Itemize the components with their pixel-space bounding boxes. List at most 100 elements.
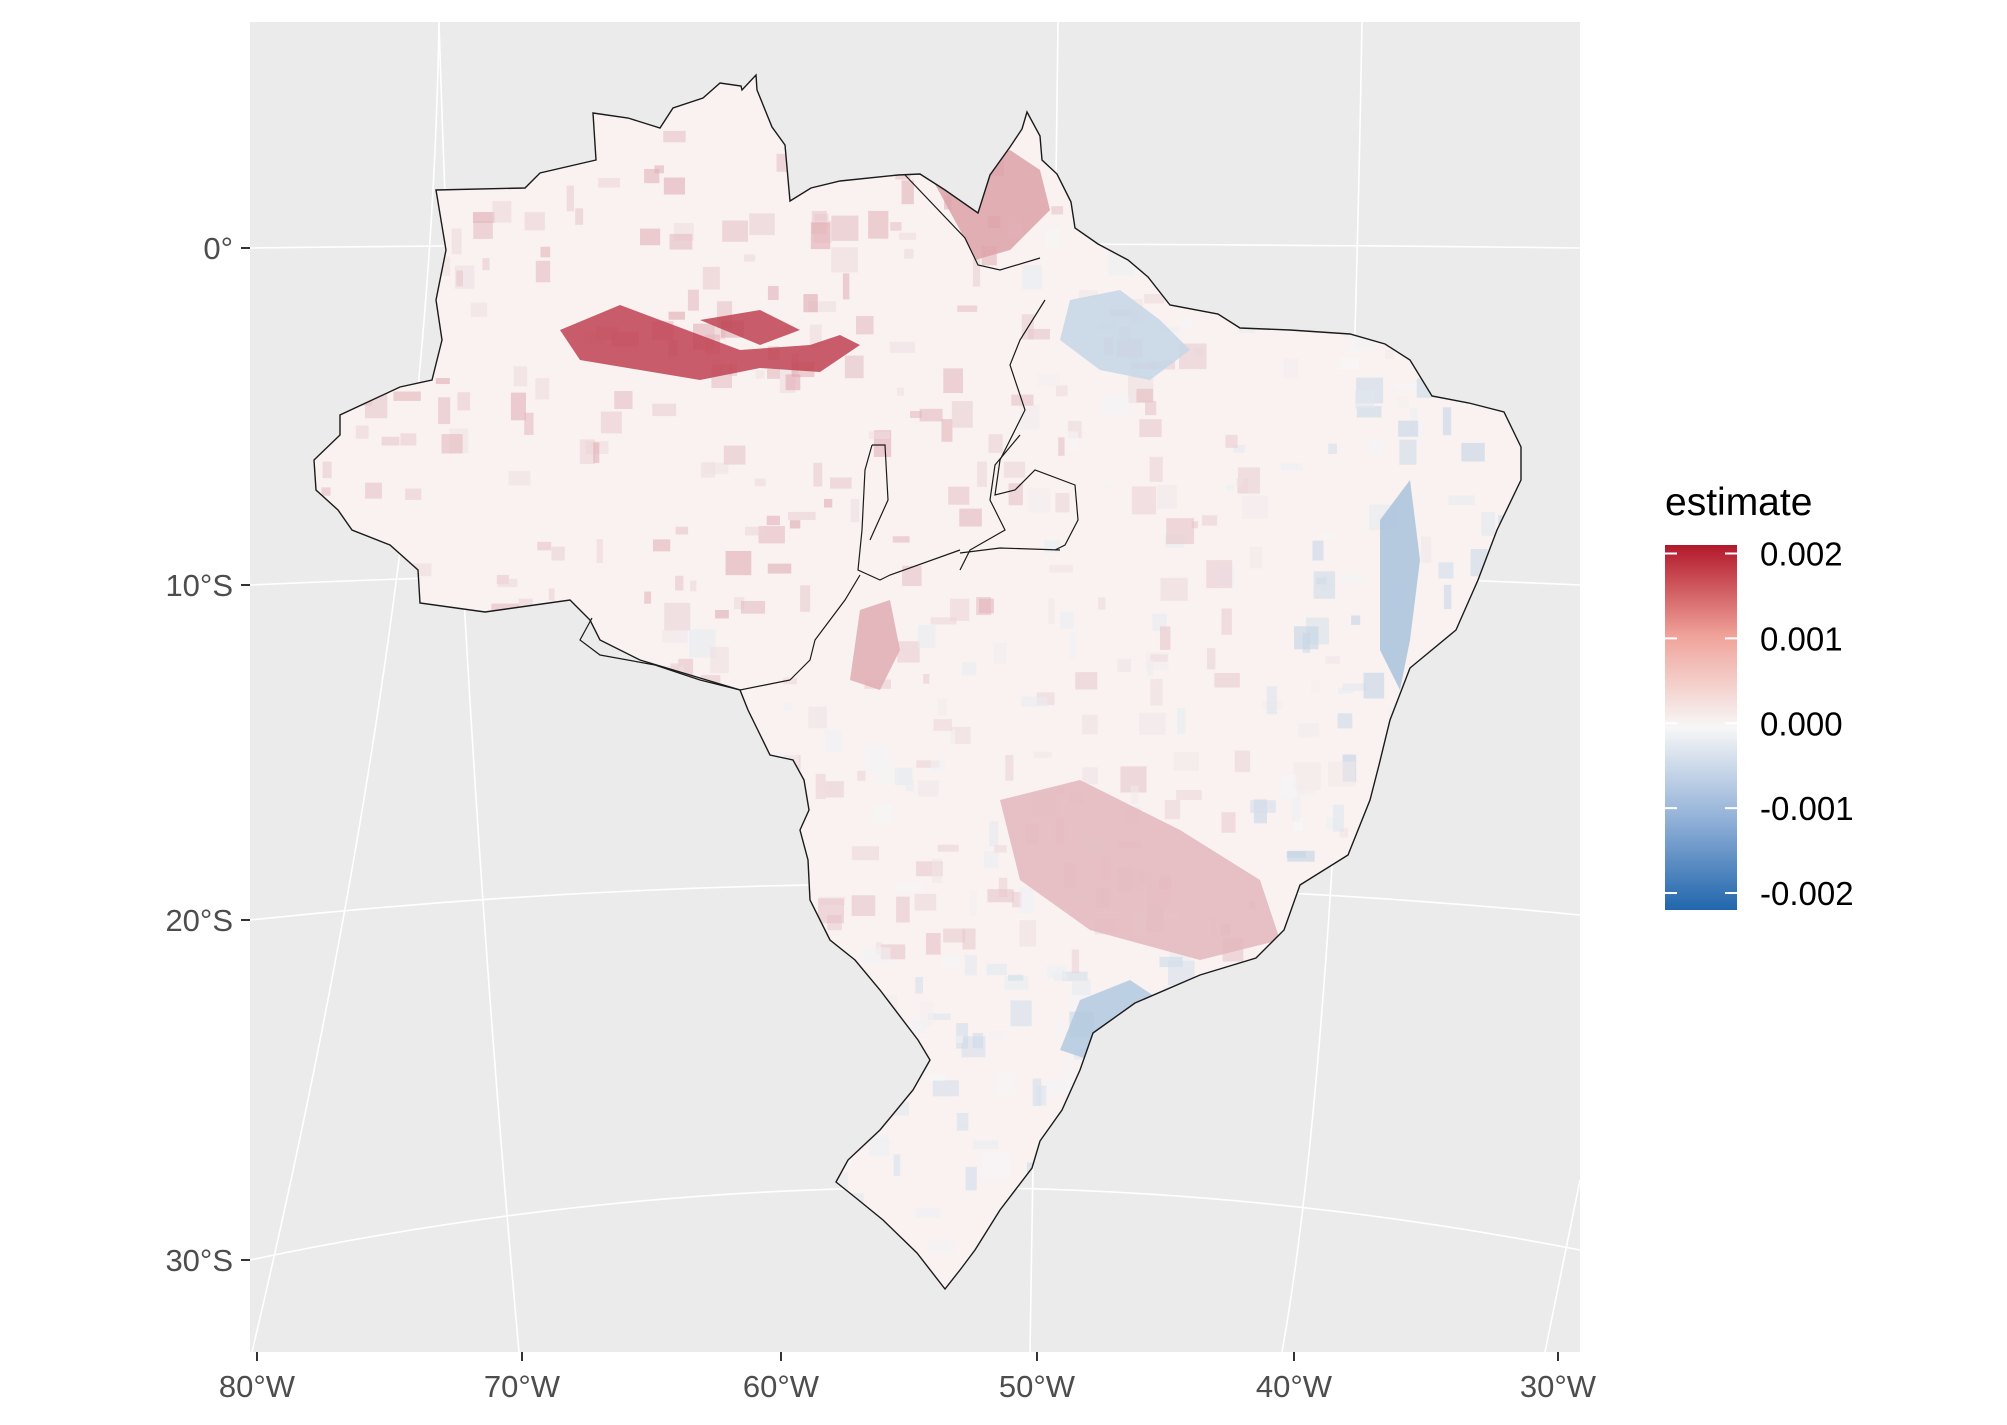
municipality-patch [1150,678,1163,706]
municipality-patch [988,1030,1006,1041]
municipality-patch [598,178,621,188]
municipality-patch [1342,683,1366,691]
municipality-patch [1481,511,1496,536]
municipality-patch [1028,487,1051,513]
municipality-patch [1008,974,1024,981]
municipality-patch [788,511,816,520]
municipality-patch [1019,887,1035,913]
municipality-patch [917,625,936,649]
municipality-patch [524,412,534,435]
municipality-patch [652,403,677,417]
municipality-patch [600,411,622,434]
municipality-patch [941,419,953,442]
municipality-patch [1354,390,1375,409]
municipality-patch [1296,772,1316,795]
municipality-patch [767,563,792,574]
municipality-patch [535,378,550,400]
municipality-patch [1368,439,1384,454]
region-northeast-coast [1380,480,1420,690]
municipality-patch [508,471,531,486]
municipality-patch [1283,358,1299,379]
municipality-patch [614,391,633,409]
municipality-patch [988,434,1003,453]
municipality-patch [744,254,756,262]
municipality-patch [868,210,889,239]
municipality-patch [844,355,864,379]
municipality-patch [956,1035,964,1043]
municipality-patch [1399,439,1417,465]
municipality-patch [524,212,545,231]
municipality-patch [1337,713,1353,729]
municipality-patch [365,482,382,499]
municipality-patch [862,947,891,964]
municipality-patch [1339,358,1360,369]
municipality-patch [896,896,910,923]
municipality-patch [400,433,417,446]
municipality-patch [815,773,826,800]
municipality-patch [457,392,471,411]
municipality-patch [596,539,603,563]
municipality-patch [932,1080,959,1097]
legend-label: -0.001 [1760,790,1854,827]
municipality-patch [986,963,1007,976]
municipality-patch [930,617,957,625]
municipality-patch [783,677,797,685]
municipality-patch [497,578,518,588]
municipality-patch [943,928,966,943]
municipality-patch [1101,395,1129,415]
municipality-patch [1012,891,1022,908]
municipality-patch [1136,388,1154,403]
municipality-patch [1044,1080,1071,1094]
municipality-patch [972,258,981,287]
municipality-patch [1316,577,1327,585]
municipality-patch [1182,317,1193,328]
border-amazonas-para [789,574,861,681]
municipality-patch [893,1154,901,1177]
municipality-patch [663,130,686,143]
municipality-patch [1325,816,1338,830]
municipality-patch [965,1166,977,1191]
legend-colorbar [1665,545,1737,910]
municipality-patch [702,266,720,290]
municipality-patch [895,881,923,893]
municipality-patch [575,208,584,225]
border-para-amapa [904,174,1041,271]
municipality-patch [998,877,1008,898]
municipality-patch [851,846,880,861]
municipality-patch [869,1138,890,1156]
municipality-patch [1339,828,1348,838]
municipality-patch [1160,577,1188,601]
municipality-patch [1206,560,1233,589]
municipality-patch [1207,648,1216,670]
municipality-patch [1011,394,1034,406]
municipality-patch [1144,294,1165,304]
municipality-patch [767,369,780,379]
municipality-patch [1328,443,1337,455]
municipality-patch [905,779,915,792]
municipality-patch [548,588,555,601]
municipality-patch [1286,851,1306,858]
municipality-patch [904,248,914,259]
municipality-patch [579,439,596,465]
municipality-patch [857,770,866,781]
municipality-patch [1145,400,1157,416]
municipality-patch [1082,767,1098,785]
municipality-patch [451,228,462,255]
y-tick-label-20s: 20°S [165,903,233,938]
municipality-patch [441,434,463,454]
municipality-patch [473,221,493,239]
municipality-patch [1048,598,1055,624]
border-tocantins-east [869,444,889,541]
municipality-patch [978,598,994,614]
municipality-patch [1010,1000,1032,1027]
municipality-patch [675,575,684,591]
legend-label: -0.002 [1760,875,1854,912]
municipality-patch [851,895,876,916]
x-tick-label-80w: 80°W [219,1369,296,1404]
legend: estimate 0.002 0.001 0.000 -0.001 -0.002 [1665,481,1854,912]
municipality-patch [1078,290,1098,300]
municipality-patch [1356,406,1382,418]
municipality-patch [1339,575,1365,583]
municipality-patch [551,546,565,561]
